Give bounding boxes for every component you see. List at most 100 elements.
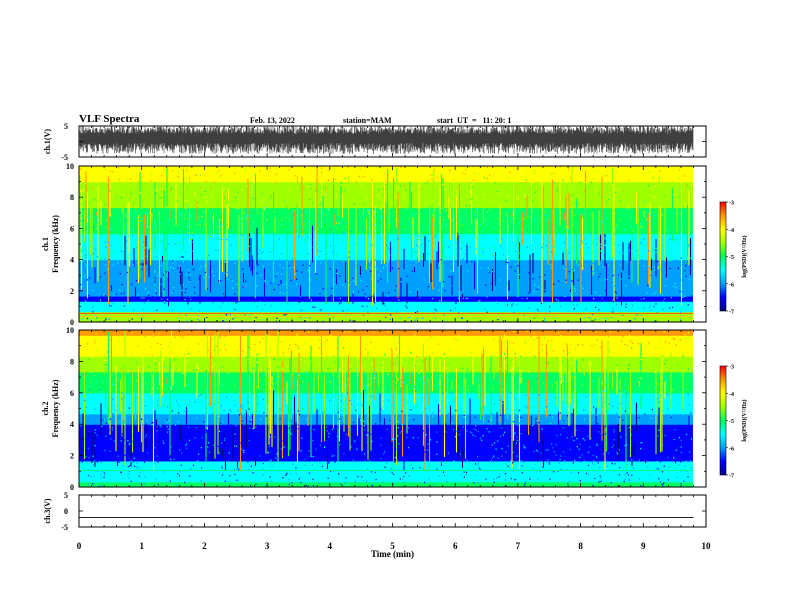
ch1-spectrogram-streaks: [80, 167, 690, 306]
ch2-colorbar-label: log(PSD)(V²/Hz): [741, 399, 748, 441]
figure-title: VLF Spectra: [79, 113, 140, 125]
ch1-waveform-ylabel: ch.1(V): [43, 129, 52, 154]
ch2-spectrogram-speckle: [81, 406, 692, 488]
x-axis-tick-label: 0: [77, 541, 82, 551]
ch2-spectrogram-band: [79, 335, 693, 342]
ch1-spectrogram-band: [79, 171, 693, 177]
ch2-colorbar-tick: -6: [729, 446, 734, 452]
x-axis-tick-label: 3: [265, 541, 270, 551]
ch2-spectrogram-band: [79, 398, 693, 404]
ch1-spectrogram-band: [79, 296, 693, 302]
ch1-spectrogram-speckle: [80, 177, 692, 266]
ch3-waveform-ytick: -5: [61, 523, 68, 532]
ch1-spectrogram-band: [79, 316, 693, 323]
ch1-spectrogram-ytick: 8: [70, 193, 74, 202]
ch2-spectrogram-streaks: [89, 331, 666, 472]
ch2-colorbar-tick: -4: [729, 392, 734, 398]
ch2-spectrogram-band: [79, 445, 693, 451]
ch2-spectrogram-ylabel-channel: ch.2: [41, 402, 50, 416]
ch2-spectrogram-streaks: [122, 330, 603, 471]
ch1-spectrogram-image: [79, 165, 694, 323]
ch2-spectrogram-streaks: [83, 330, 684, 466]
ch1-spectrogram-band: [79, 275, 693, 281]
ch1-spectrogram-band: [79, 301, 693, 307]
start-time-label: start UT = 11: 20: 1: [437, 116, 512, 125]
station-label: station=MAM: [343, 116, 392, 125]
ch3-waveform-ytick: 5: [64, 491, 68, 500]
ch2-spectrogram-band: [79, 476, 693, 483]
ch2-colorbar-tick: -5: [729, 419, 734, 425]
ch1-spectrogram-ytick: 6: [70, 224, 74, 233]
ch2-spectrogram-band: [79, 382, 693, 389]
ch1-spectrogram-ytick: 4: [70, 256, 74, 265]
ch1-spectrogram-band: [79, 166, 693, 172]
ch1-spectrogram-band: [79, 176, 693, 183]
x-axis-tick-label: 2: [202, 541, 207, 551]
ch2-spectrogram-ytick: 8: [70, 357, 74, 366]
ch1-spectrogram-band: [79, 290, 693, 297]
ch1-waveform-ytick: 5: [64, 122, 68, 131]
ch2-spectrogram-ytick: 2: [70, 452, 74, 461]
ch2-spectrogram-streaks: [80, 390, 674, 471]
ch1-spectrogram-band: [79, 280, 693, 287]
ch1-spectrogram-speckle: [80, 255, 693, 323]
ch3-waveform-ylabel: ch.3(V): [43, 498, 52, 523]
ch2-spectrogram-band: [79, 350, 693, 357]
ch1-spectrogram-streaks: [79, 166, 678, 304]
ch2-spectrogram-speckle: [85, 329, 690, 380]
ch1-spectrogram-ylabel-frequency: Frequency (kHz): [51, 215, 60, 273]
x-axis-tick-label: 9: [641, 541, 646, 551]
ch2-spectrogram-ytick: 0: [70, 483, 74, 492]
ch1-colorbar-tick: -4: [729, 228, 734, 234]
ch1-spectrogram-ytick: 2: [70, 287, 74, 296]
ch2-spectrogram-band: [79, 481, 693, 488]
ch2-spectrogram-ytick: 6: [70, 389, 74, 398]
ch2-spectrogram-band: [79, 434, 693, 441]
ch2-spectrogram-ytick: 10: [66, 326, 74, 335]
ch1-spectrogram-band: [79, 270, 693, 276]
ch2-spectrogram-band: [79, 330, 693, 336]
ch1-spectrogram-band: [79, 285, 693, 292]
x-axis-tick-label: 5: [390, 541, 395, 551]
ch1-colorbar-tick: -7: [729, 310, 734, 316]
ch1-spectrogram-speckle: [85, 165, 691, 244]
ch2-spectrogram-speckle: [80, 366, 693, 488]
ch1-colorbar-tick: -6: [729, 282, 734, 288]
ch2-spectrogram-band: [79, 418, 693, 425]
ch1-spectrogram-band: [79, 311, 693, 318]
ch1-spectrogram-streaks: [124, 227, 692, 305]
ch1-colorbar-tick: -3: [729, 201, 734, 207]
ch1-spectrogram-speckle: [80, 165, 692, 221]
ch2-colorbar-tick: -7: [729, 474, 734, 480]
ch2-spectrogram-band: [79, 429, 693, 436]
x-axis-tick-label: 8: [578, 541, 583, 551]
ch2-spectrogram-band: [79, 366, 693, 373]
x-axis-tick-label: 10: [702, 541, 712, 551]
ch2-colorbar-tick: -3: [729, 365, 734, 371]
x-axis-tick-label: 4: [328, 541, 333, 551]
ch2-spectrogram-band: [79, 356, 693, 362]
x-axis-tick-label: 6: [453, 541, 458, 551]
ch2-spectrogram-band: [79, 361, 693, 368]
ch2-spectrogram-band: [79, 450, 693, 457]
ch1-spectrogram-band: [79, 192, 693, 198]
ch2-spectrogram-speckle: [85, 347, 691, 420]
ch2-spectrogram-band: [79, 387, 693, 394]
ch2-spectrogram-band: [79, 392, 693, 399]
ch3-waveform-ytick: 0: [64, 507, 68, 516]
ch2-spectrogram-band: [79, 460, 693, 467]
ch2-spectrogram-ytick: 4: [70, 420, 74, 429]
ch2-spectrogram-band: [79, 439, 693, 446]
ch1-waveform-ytick: -5: [61, 153, 68, 162]
ch1-spectrogram-band: [79, 259, 693, 266]
ch2-spectrogram-band: [79, 340, 693, 347]
ch1-colorbar: [719, 201, 727, 312]
ch2-spectrogram-speckle: [82, 333, 689, 398]
ch1-spectrogram-ytick: 10: [66, 162, 74, 171]
ch2-spectrogram-band: [79, 455, 693, 462]
x-axis-tick-label: 7: [516, 541, 521, 551]
ch2-spectrogram-band: [79, 345, 693, 352]
ch1-colorbar-label: log(PSD)(V²/Hz): [741, 235, 748, 277]
ch2-spectrogram-ylabel-frequency: Frequency (kHz): [51, 379, 60, 437]
